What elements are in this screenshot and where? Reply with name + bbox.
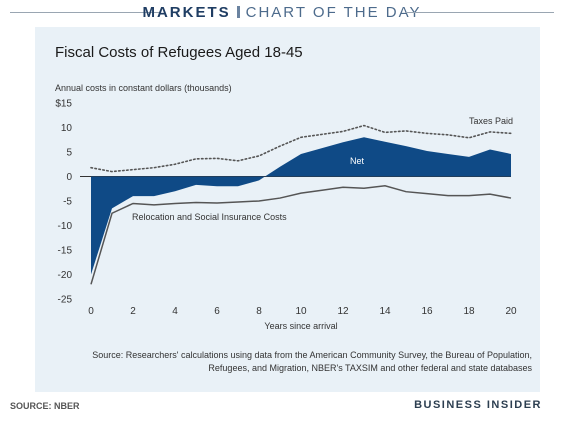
series-area-net xyxy=(91,137,511,275)
x-tick-label: 2 xyxy=(130,306,136,317)
series-line-relocation-costs xyxy=(90,185,512,285)
x-tick-label: 16 xyxy=(421,306,433,317)
annotation-taxes-paid: Taxes Paid xyxy=(469,116,513,126)
header-rule-right xyxy=(405,12,554,13)
annotation-relocation-costs: Relocation and Social Insurance Costs xyxy=(132,212,287,222)
x-tick-label: 20 xyxy=(505,306,517,317)
y-tick-label: -15 xyxy=(58,246,73,257)
y-tick-label: 5 xyxy=(66,148,72,159)
x-axis-title: Years since arrival xyxy=(264,321,337,331)
x-tick-label: 12 xyxy=(337,306,349,317)
source-note-line-2: Refugees, and Migration, NBER's TAXSIM a… xyxy=(208,363,532,373)
chart-title: Fiscal Costs of Refugees Aged 18-45 xyxy=(55,44,303,61)
y-tick-label: -5 xyxy=(63,197,72,208)
x-tick-label: 8 xyxy=(256,306,262,317)
x-tick-label: 10 xyxy=(295,306,307,317)
series-line-taxes-paid xyxy=(90,124,512,173)
header-section: CHART OF THE DAY xyxy=(245,4,422,21)
source-note-line-1: Source: Researchers' calculations using … xyxy=(92,350,532,360)
header-title: MARKETS CHART OF THE DAY xyxy=(0,4,564,21)
y-tick-label: -25 xyxy=(58,295,73,306)
y-axis-title: Annual costs in constant dollars (thousa… xyxy=(55,83,232,93)
y-tick-label: 0 xyxy=(66,172,72,183)
x-tick-label: 18 xyxy=(463,306,475,317)
x-tick-label: 0 xyxy=(88,306,94,317)
y-tick-label: -10 xyxy=(58,221,73,232)
header-brand: MARKETS xyxy=(142,4,231,21)
header-rule-left xyxy=(10,12,160,13)
footer-publisher: BUSINESS INSIDER xyxy=(414,399,542,411)
footer-source: SOURCE: NBER xyxy=(10,401,80,411)
x-tick-label: 14 xyxy=(379,306,391,317)
header: MARKETS CHART OF THE DAY xyxy=(0,0,564,26)
y-tick-label: $15 xyxy=(55,99,72,110)
y-tick-label: 10 xyxy=(61,123,73,134)
header-separator xyxy=(236,6,240,18)
annotation-net: Net xyxy=(350,156,365,166)
y-tick-label: -20 xyxy=(58,270,73,281)
x-tick-label: 6 xyxy=(214,306,220,317)
x-tick-label: 4 xyxy=(172,306,178,317)
